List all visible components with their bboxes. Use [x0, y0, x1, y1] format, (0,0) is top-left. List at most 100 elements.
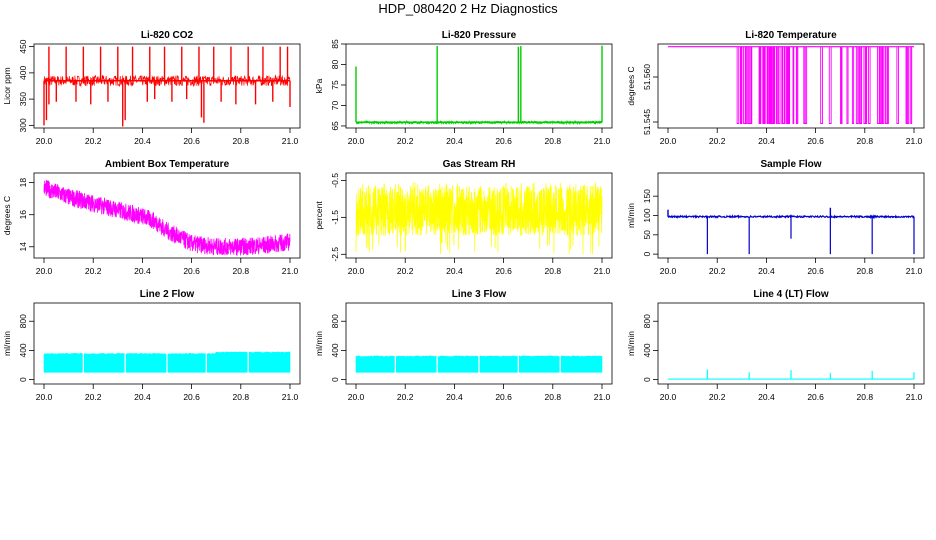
x-tick-label: 20.8 [857, 266, 874, 276]
x-tick-label: 20.8 [233, 136, 250, 146]
x-tick-label: 20.4 [446, 136, 463, 146]
x-tick-label: 21.0 [282, 136, 299, 146]
y-tick-label: 800 [642, 314, 652, 328]
y-tick-label: 65 [330, 121, 340, 131]
y-tick-label: 0 [642, 377, 652, 382]
panel-5: Gas Stream RH percent 20.0 20.2 20.4 20.6 20.8… [314, 159, 613, 276]
y-tick-label: 0 [18, 377, 28, 382]
series-drop [887, 46, 889, 124]
y-tick-label: 100 [642, 208, 652, 222]
y-tick-label: 400 [642, 343, 652, 357]
panel-title: Li-820 CO2 [141, 30, 194, 41]
x-tick-label: 20.6 [183, 136, 200, 146]
data-layer [355, 182, 603, 255]
data-layer [668, 369, 915, 380]
plot-frame [345, 172, 613, 259]
y-tick-label: 51.560 [642, 64, 652, 90]
y-axis-label: ml/min [626, 203, 636, 228]
panel-9: Line 4 (LT) Flow ml/min 20.0 20.2 20.4 20.6 20… [626, 289, 925, 402]
x-tick-label: 20.0 [348, 266, 365, 276]
series-drop [747, 46, 750, 124]
panel-3: Li-820 Temperature degrees C 20.0 20.2 20.4 2… [626, 30, 925, 146]
panel-title: Line 4 (LT) Flow [753, 289, 829, 300]
series-line [43, 179, 291, 256]
series-drop [885, 46, 888, 124]
series-drop [804, 46, 808, 124]
y-tick-label: 800 [18, 314, 28, 328]
x-tick-label: 21.0 [282, 392, 299, 402]
series-drop [859, 46, 863, 124]
x-tick-label: 20.4 [758, 266, 775, 276]
y-tick-label: -0.5 [330, 173, 340, 188]
series-drop [851, 46, 855, 124]
x-tick-label: 21.0 [906, 136, 923, 146]
x-tick-label: 21.0 [594, 392, 611, 402]
x-tick-label: 20.2 [709, 136, 726, 146]
series-drop [796, 46, 799, 124]
series-drop [750, 46, 753, 124]
series-drop [781, 46, 784, 124]
series-drop [786, 46, 788, 124]
series-drop [778, 46, 781, 124]
y-tick-label: 0 [642, 252, 652, 257]
x-tick-label: 21.0 [906, 392, 923, 402]
series-drop [792, 46, 795, 124]
series-drop [766, 46, 769, 124]
x-tick-label: 20.6 [495, 392, 512, 402]
panel-7: Line 2 Flow ml/min 20.0 20.2 20.4 20.6 20.8 21.… [2, 289, 301, 402]
series-drop [759, 46, 761, 124]
x-tick-label: 20.0 [36, 136, 53, 146]
x-tick-label: 20.2 [85, 266, 102, 276]
y-axis-label: degrees C [2, 196, 12, 235]
series-line [355, 182, 603, 255]
panel-title: Li-820 Temperature [745, 30, 837, 41]
series-drop [745, 46, 748, 124]
data-layer [667, 207, 915, 255]
x-tick-label: 20.8 [233, 266, 250, 276]
x-tick-label: 20.4 [134, 136, 151, 146]
page-title: HDP_080420 2 Hz Diagnostics [378, 1, 558, 16]
series-drop [763, 46, 766, 124]
data-layer [668, 46, 914, 124]
x-tick-label: 20.4 [446, 266, 463, 276]
x-tick-label: 20.8 [545, 136, 562, 146]
data-layer [43, 179, 291, 256]
y-tick-label: 85 [330, 39, 340, 49]
series-drop [736, 46, 740, 124]
x-tick-label: 20.2 [397, 392, 414, 402]
y-tick-label: 50 [642, 230, 652, 240]
x-tick-label: 20.0 [36, 266, 53, 276]
x-tick-label: 21.0 [594, 266, 611, 276]
series-drop [877, 46, 880, 124]
x-tick-label: 21.0 [282, 266, 299, 276]
series-drop [882, 46, 885, 124]
panel-title: Sample Flow [760, 159, 821, 170]
x-tick-label: 20.6 [495, 136, 512, 146]
y-tick-label: -2.5 [330, 247, 340, 262]
series-drop [896, 46, 899, 124]
x-tick-label: 20.8 [857, 136, 874, 146]
series-drop [788, 46, 791, 124]
x-tick-label: 20.8 [545, 392, 562, 402]
y-axis-label: ml/min [314, 331, 324, 356]
data-layer [355, 45, 603, 126]
series-drop [784, 46, 786, 124]
y-axis-label: ml/min [626, 331, 636, 356]
x-tick-label: 20.0 [348, 136, 365, 146]
series-drop [879, 46, 882, 124]
y-axis-label: Licor ppm [2, 67, 12, 104]
plot-frame [345, 43, 613, 129]
series-drop [855, 46, 859, 124]
x-tick-label: 20.0 [660, 136, 677, 146]
panel-8: Line 3 Flow ml/min 20.0 20.2 20.4 20.6 20.8 21.… [314, 289, 613, 402]
series-drop [776, 46, 778, 124]
y-tick-label: 150 [642, 189, 652, 203]
plot-frame [657, 43, 925, 129]
y-tick-label: 0 [330, 377, 340, 382]
series-drop [768, 46, 771, 124]
y-tick-label: 75 [330, 80, 340, 90]
x-tick-label: 20.6 [495, 266, 512, 276]
y-tick-label: 18 [18, 178, 28, 188]
panel-2: Li-820 Pressure kPa 20.0 20.2 20.4 20.6 20.8 21… [314, 30, 613, 146]
plot-frame [345, 302, 613, 385]
